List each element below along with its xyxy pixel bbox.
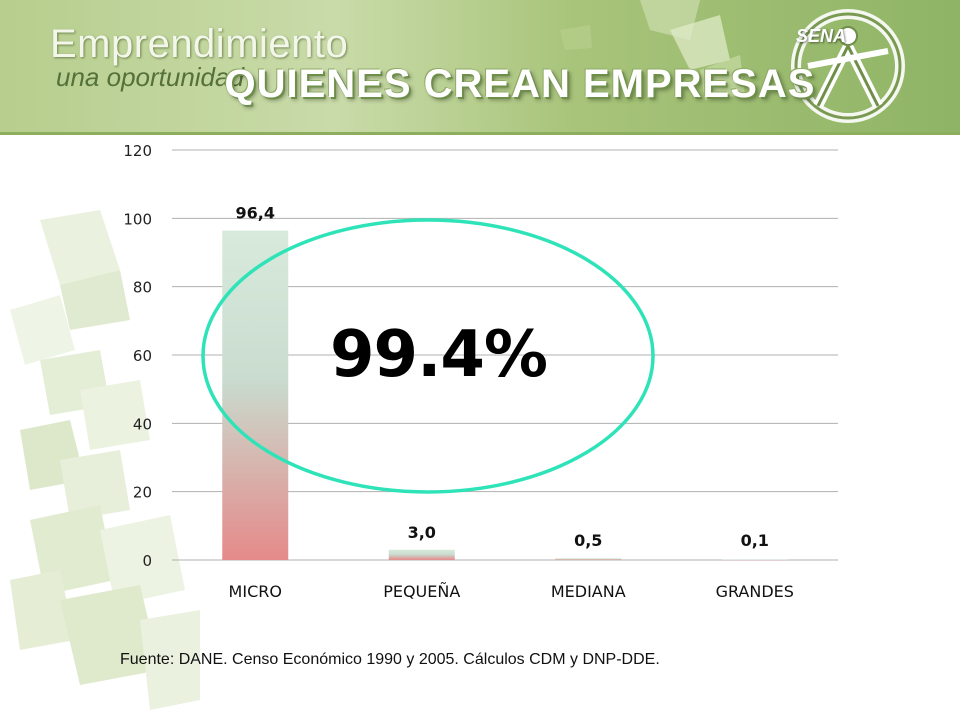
sena-logo-icon — [791, 9, 905, 123]
brand-title: Emprendimiento — [50, 22, 349, 66]
bar-pequeña — [388, 549, 455, 560]
data-label: 96,4 — [236, 204, 275, 223]
page-title: QUIENES CREAN EMPRESAS — [224, 62, 816, 106]
brand-subtitle: una oportunidad — [56, 62, 244, 92]
y-tick-label: 0 — [142, 552, 152, 570]
x-tick-label: MICRO — [229, 582, 282, 601]
source-note: Fuente: DANE. Censo Económico 1990 y 200… — [120, 651, 660, 668]
y-tick-label: 20 — [133, 484, 152, 502]
data-label: 3,0 — [408, 523, 436, 542]
data-label: 0,1 — [741, 531, 769, 550]
bar-grandes — [721, 559, 788, 561]
highlight-ellipse — [201, 218, 655, 494]
bar-chart: 0 20 40 60 80 100 120 96,4 3,0 0,5 0,1 MICRO PEQUE… — [123, 142, 838, 601]
y-tick-label: 40 — [133, 415, 152, 433]
decorative-cubes — [10, 210, 200, 710]
bar-micro — [222, 230, 289, 560]
y-tick-label: 120 — [123, 142, 152, 160]
y-tick-label: 100 — [123, 210, 152, 228]
data-label: 0,5 — [574, 531, 602, 550]
y-tick-label: 80 — [133, 279, 152, 297]
logo-text: SENA — [796, 26, 847, 46]
x-tick-label: GRANDES — [716, 582, 794, 601]
bar-mediana — [555, 558, 622, 560]
header-banner: Emprendimiento una oportunidad SENA QUIE… — [0, 0, 960, 135]
x-tick-label: MEDIANA — [551, 582, 626, 601]
x-tick-label: PEQUEÑA — [383, 582, 460, 601]
y-tick-label: 60 — [133, 347, 152, 365]
highlight-percentage: 99.4% — [330, 318, 548, 392]
banner-decoration — [560, 0, 745, 104]
